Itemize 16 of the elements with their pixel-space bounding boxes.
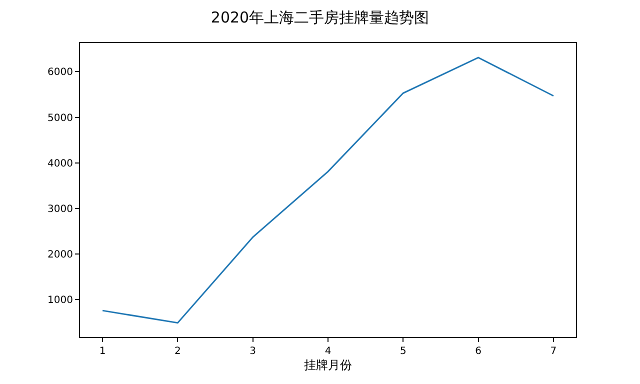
y-tick-label: 3000 <box>48 204 73 215</box>
y-tick-label: 1000 <box>48 295 73 306</box>
x-tick-label: 1 <box>99 346 106 357</box>
y-tick-label: 4000 <box>48 158 73 170</box>
chart-title: 2020年上海二手房挂牌量趋势图 <box>210 8 430 27</box>
x-tick-label: 5 <box>400 346 406 357</box>
y-tick-label: 5000 <box>48 112 73 124</box>
line-series <box>102 56 554 324</box>
y-tick-label: 2000 <box>48 250 73 261</box>
x-tick-label: 7 <box>550 346 557 357</box>
x-tick-label: 6 <box>475 346 482 357</box>
x-axis-title: 挂牌月份 <box>304 358 352 372</box>
x-tick-label: 3 <box>250 346 256 357</box>
x-tick-label: 2 <box>174 346 181 357</box>
y-tick-label: 6000 <box>48 67 73 78</box>
x-tick-label: 4 <box>324 346 332 357</box>
